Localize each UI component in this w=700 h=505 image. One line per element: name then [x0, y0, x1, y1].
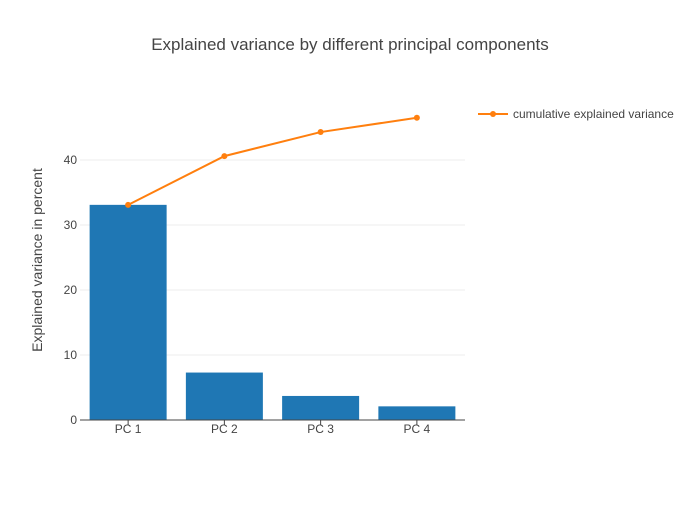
x-tick-label-3: PC 3 [307, 422, 334, 436]
legend-label: cumulative explained variance [513, 107, 674, 121]
y-tick-label-30: 30 [64, 218, 78, 232]
bar-2[interactable] [185, 372, 263, 420]
cumulative-point-3[interactable] [317, 129, 324, 136]
y-tick-label-20: 20 [64, 283, 78, 297]
y-tick-label-0: 0 [70, 413, 77, 427]
bar-3[interactable] [282, 395, 360, 420]
x-tick-label-1: PC 1 [115, 422, 142, 436]
y-axis-title: Explained variance in percent [29, 168, 45, 352]
y-tick-label-40: 40 [64, 153, 78, 167]
bar-4[interactable] [378, 406, 456, 420]
legend[interactable]: cumulative explained variance [478, 107, 674, 121]
bar-1[interactable] [89, 204, 167, 420]
axes: 0 10 20 30 40 PC 1 PC 2 PC 3 PC 4 [64, 153, 465, 436]
bar-series [89, 204, 456, 420]
cumulative-line-series [125, 114, 420, 208]
y-tick-label-10: 10 [64, 348, 78, 362]
cumulative-point-2[interactable] [221, 153, 228, 160]
chart-title: Explained variance by different principa… [151, 35, 549, 54]
x-tick-label-2: PC 2 [211, 422, 238, 436]
x-tick-label-4: PC 4 [404, 422, 431, 436]
cumulative-point-1[interactable] [125, 201, 132, 208]
cumulative-line [127, 116, 418, 206]
legend-marker-swatch [490, 111, 496, 117]
cumulative-point-4[interactable] [413, 114, 420, 121]
